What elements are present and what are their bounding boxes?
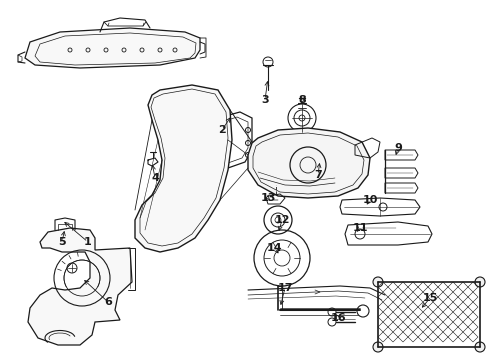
Polygon shape [135, 85, 231, 252]
Circle shape [372, 342, 382, 352]
Polygon shape [25, 28, 200, 68]
Text: 16: 16 [329, 313, 345, 323]
Text: 2: 2 [218, 125, 225, 135]
Text: 15: 15 [422, 293, 437, 303]
Text: 1: 1 [84, 237, 92, 247]
Circle shape [474, 277, 484, 287]
Text: 4: 4 [151, 173, 159, 183]
Text: 9: 9 [393, 143, 401, 153]
Polygon shape [28, 228, 132, 345]
Text: 17: 17 [277, 283, 292, 293]
Text: 13: 13 [260, 193, 275, 203]
Text: 11: 11 [351, 223, 367, 233]
Circle shape [474, 342, 484, 352]
Text: 3: 3 [261, 95, 268, 105]
Text: 7: 7 [313, 170, 321, 180]
Circle shape [372, 277, 382, 287]
Polygon shape [247, 128, 369, 198]
Text: 8: 8 [298, 95, 305, 105]
Text: 5: 5 [58, 237, 66, 247]
Text: 6: 6 [104, 297, 112, 307]
Text: 14: 14 [266, 243, 282, 253]
Text: 12: 12 [274, 215, 289, 225]
Text: 10: 10 [362, 195, 377, 205]
